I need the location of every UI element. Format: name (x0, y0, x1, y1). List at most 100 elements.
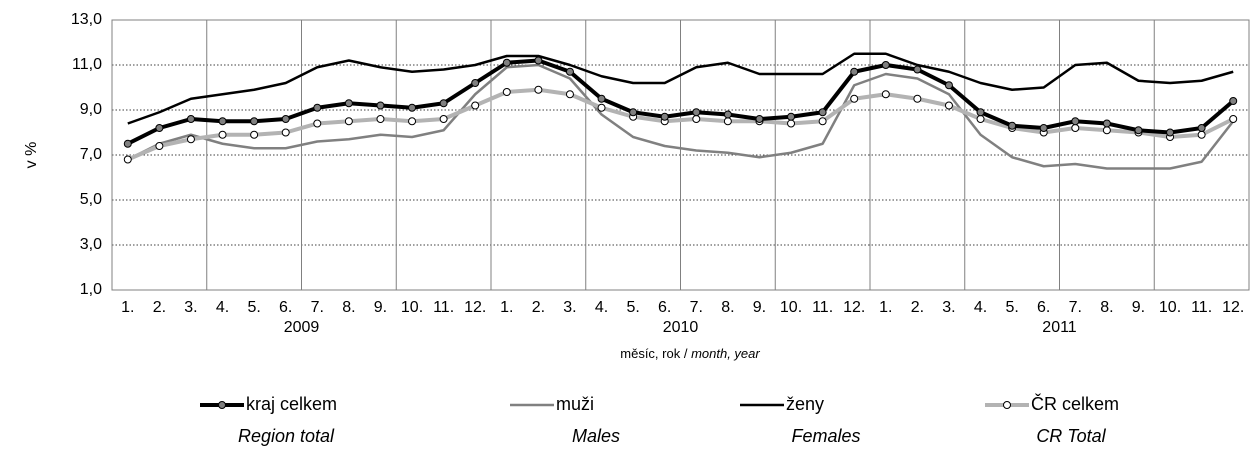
x-tick-label: 11. (1191, 299, 1212, 316)
x-tick-label: 1. (500, 299, 513, 316)
series-line (127, 52, 1234, 125)
x-tick-label: 4. (595, 299, 608, 316)
x-tick-label: 6. (279, 299, 292, 316)
series-marker (660, 112, 669, 121)
series-marker (597, 103, 606, 112)
x-tick-label: 6. (658, 299, 671, 316)
series-marker (565, 67, 574, 76)
series-marker (155, 142, 164, 150)
series-marker (565, 90, 574, 99)
series-marker (913, 94, 922, 103)
x-tick-label: 8. (1100, 299, 1113, 316)
series-marker (534, 85, 543, 94)
legend-label-en: Males (572, 426, 620, 446)
series-line (127, 63, 1235, 170)
y-tick-label: 5,0 (80, 191, 102, 208)
x-tick-label: 10. (401, 299, 423, 316)
y-tick-label: 3,0 (80, 236, 102, 253)
series-marker (1134, 126, 1143, 135)
series-marker (1071, 124, 1080, 132)
series-marker (313, 103, 322, 112)
y-tick-label: 11,0 (72, 56, 102, 73)
x-tick-label: 11. (433, 299, 454, 316)
series-marker (502, 88, 511, 96)
legend-label-en: Region total (238, 426, 335, 446)
x-tick-label: 5. (1005, 299, 1018, 316)
series-marker (1229, 97, 1238, 105)
legend-label: ČR celkem (1031, 393, 1119, 414)
x-tick-label: 10. (1159, 299, 1181, 316)
x-tick-label: 5. (247, 299, 260, 316)
series-marker (881, 90, 890, 99)
series-marker (629, 108, 638, 117)
series-marker (1197, 130, 1206, 139)
series-marker (439, 99, 448, 108)
series-marker (818, 108, 827, 117)
x-tick-label: 9. (753, 299, 766, 316)
series-marker (186, 135, 195, 144)
x-tick-label: 8. (342, 299, 355, 316)
series-marker (281, 115, 290, 123)
x-tick-label: 12. (843, 299, 865, 316)
series-marker (1008, 121, 1017, 130)
x-tick-label: 2. (911, 299, 924, 316)
x-tick-label: 4. (216, 299, 229, 316)
x-tick-label: 2. (153, 299, 166, 316)
series-marker (787, 119, 796, 128)
x-tick-label: 7. (311, 299, 324, 316)
legend-label-en: Females (791, 426, 860, 446)
series-marker (534, 56, 543, 65)
series-marker (818, 117, 827, 126)
year-label: 2011 (1042, 319, 1077, 336)
x-tick-label: 7. (1069, 299, 1082, 316)
y-axis-label: v % (23, 142, 40, 169)
x-tick-label: 1. (879, 299, 892, 316)
x-tick-label: 3. (563, 299, 576, 316)
series-marker (1102, 126, 1111, 135)
x-axis-label: měsíc, rok / month, year (620, 346, 760, 361)
x-tick-label: 10. (780, 299, 802, 316)
plot-border (111, 19, 1250, 291)
series-marker (344, 99, 353, 108)
series-marker (408, 117, 417, 126)
series-marker (313, 119, 322, 128)
series-marker (250, 130, 259, 139)
x-tick-label: 3. (184, 299, 197, 316)
series-marker (944, 81, 953, 90)
x-tick-label: 1. (121, 299, 134, 316)
x-tick-label: 11. (812, 299, 833, 316)
series-line (126, 58, 1235, 146)
series-marker (471, 79, 480, 87)
series-marker (881, 61, 890, 69)
series-marker (1166, 128, 1175, 137)
x-axis-label-en: month, year (691, 346, 760, 361)
series-marker (1197, 124, 1206, 132)
series-marker (502, 58, 511, 67)
series-marker (123, 139, 132, 148)
x-tick-label: 7. (690, 299, 703, 316)
series-marker (723, 110, 732, 119)
series-marker (376, 115, 385, 123)
series-marker (1071, 117, 1080, 126)
y-tick-label: 9,0 (80, 101, 102, 118)
series-marker (755, 115, 764, 123)
legend-label-en: CR Total (1036, 426, 1106, 446)
series-marker (850, 67, 859, 76)
series-marker (723, 117, 732, 126)
series-marker (850, 94, 859, 103)
series-marker (1039, 124, 1048, 132)
year-label: 2010 (663, 319, 699, 336)
x-tick-label: 4. (974, 299, 987, 316)
x-tick-label: 5. (626, 299, 639, 316)
y-tick-label: 13,0 (71, 11, 102, 28)
y-tick-label: 1,0 (80, 281, 102, 298)
x-tick-label: 12. (1222, 299, 1244, 316)
series-marker (218, 130, 227, 139)
series-marker (944, 101, 953, 110)
x-tick-label: 12. (464, 299, 486, 316)
x-tick-label: 9. (1132, 299, 1145, 316)
series-marker (344, 117, 353, 126)
year-label: 2009 (284, 319, 320, 336)
series-marker (976, 115, 985, 123)
